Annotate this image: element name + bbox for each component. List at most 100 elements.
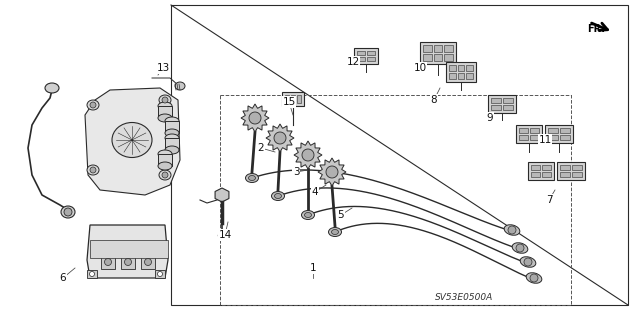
Bar: [572, 165, 582, 170]
Circle shape: [90, 102, 96, 108]
Bar: [434, 45, 442, 52]
Bar: [560, 172, 570, 177]
Polygon shape: [241, 104, 269, 132]
Circle shape: [162, 172, 168, 178]
Ellipse shape: [158, 162, 172, 170]
Ellipse shape: [248, 175, 255, 181]
Bar: [87, 270, 97, 278]
Bar: [466, 65, 473, 71]
Text: 2: 2: [258, 143, 264, 153]
Bar: [171, 5, 628, 305]
Circle shape: [104, 258, 111, 265]
Bar: [531, 165, 540, 170]
Bar: [165, 138, 179, 150]
Ellipse shape: [159, 95, 171, 105]
Circle shape: [90, 167, 96, 173]
Bar: [458, 65, 465, 71]
Text: 6: 6: [60, 273, 67, 283]
Text: 14: 14: [218, 230, 232, 240]
Circle shape: [145, 258, 152, 265]
Bar: [548, 128, 558, 133]
Text: 1: 1: [310, 263, 316, 273]
Text: 13: 13: [156, 63, 170, 73]
Bar: [560, 165, 570, 170]
Bar: [488, 95, 516, 113]
Circle shape: [302, 149, 314, 161]
Ellipse shape: [165, 117, 179, 125]
Bar: [458, 73, 465, 79]
Bar: [466, 73, 473, 79]
Polygon shape: [85, 88, 180, 195]
Bar: [220, 95, 571, 305]
Ellipse shape: [175, 82, 185, 90]
Polygon shape: [87, 225, 168, 278]
Bar: [423, 45, 431, 52]
Text: 9: 9: [486, 113, 493, 123]
Text: 4: 4: [312, 187, 318, 197]
Bar: [357, 51, 365, 56]
Bar: [548, 135, 558, 140]
Bar: [528, 162, 554, 180]
Ellipse shape: [87, 100, 99, 110]
Bar: [531, 172, 540, 177]
Bar: [155, 270, 165, 278]
Ellipse shape: [87, 165, 99, 175]
Ellipse shape: [61, 206, 75, 218]
Bar: [285, 95, 289, 103]
Text: 7: 7: [546, 195, 552, 205]
Bar: [357, 56, 365, 61]
Text: SV53E0500A: SV53E0500A: [435, 293, 493, 302]
Polygon shape: [318, 158, 346, 186]
Ellipse shape: [271, 191, 285, 201]
Text: 8: 8: [431, 95, 437, 105]
Text: 10: 10: [413, 63, 427, 73]
Ellipse shape: [301, 211, 314, 219]
Bar: [572, 172, 582, 177]
Bar: [560, 135, 570, 140]
Bar: [449, 65, 456, 71]
Bar: [560, 128, 570, 133]
Polygon shape: [215, 188, 229, 202]
Bar: [296, 95, 301, 103]
Bar: [446, 62, 476, 82]
Bar: [121, 257, 135, 269]
Bar: [158, 106, 172, 118]
Ellipse shape: [328, 227, 342, 236]
Bar: [519, 135, 528, 140]
Ellipse shape: [275, 194, 282, 198]
Text: 12: 12: [346, 57, 360, 67]
Ellipse shape: [504, 225, 520, 235]
Bar: [492, 98, 501, 103]
Circle shape: [157, 271, 163, 277]
Text: 5: 5: [338, 210, 344, 220]
Bar: [423, 54, 431, 61]
Bar: [367, 56, 375, 61]
Circle shape: [326, 166, 338, 178]
Bar: [165, 121, 179, 133]
Ellipse shape: [526, 273, 542, 283]
Text: 15: 15: [282, 97, 296, 107]
Bar: [449, 73, 456, 79]
Ellipse shape: [158, 114, 172, 122]
Circle shape: [274, 132, 286, 144]
Bar: [530, 135, 539, 140]
Ellipse shape: [165, 134, 179, 142]
Bar: [516, 125, 542, 143]
Bar: [101, 257, 115, 269]
Ellipse shape: [159, 170, 171, 180]
Circle shape: [249, 112, 261, 124]
Circle shape: [90, 271, 95, 277]
Bar: [420, 42, 456, 64]
Ellipse shape: [305, 212, 312, 218]
Bar: [503, 105, 513, 110]
Bar: [542, 172, 551, 177]
Ellipse shape: [512, 243, 528, 253]
Bar: [542, 165, 551, 170]
Polygon shape: [266, 124, 294, 152]
Polygon shape: [294, 141, 322, 169]
Bar: [158, 154, 172, 166]
Bar: [503, 98, 513, 103]
Bar: [545, 125, 573, 143]
Ellipse shape: [520, 257, 536, 267]
Bar: [492, 105, 501, 110]
